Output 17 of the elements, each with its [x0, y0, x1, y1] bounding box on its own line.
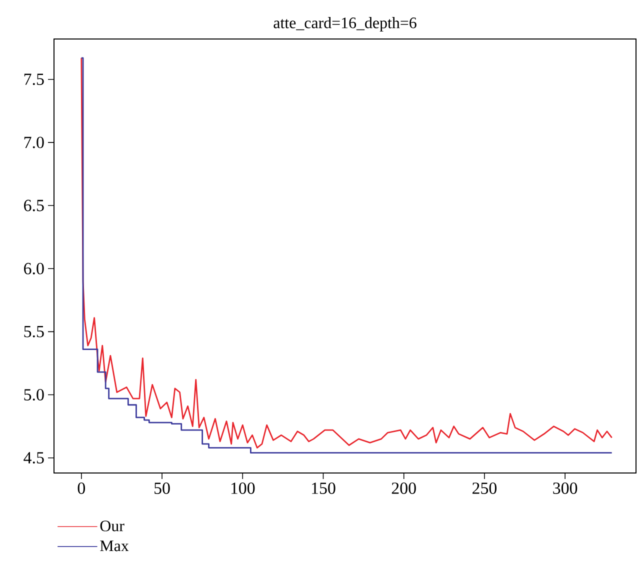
- y-tick-label: 6.0: [24, 262, 44, 274]
- x-tick-label: 200: [392, 482, 416, 494]
- legend-label: Max: [100, 540, 129, 552]
- y-tick-label: 7.0: [24, 136, 44, 148]
- y-tick-label: 6.5: [24, 200, 44, 212]
- y-tick-label: 7.5: [24, 74, 44, 86]
- y-tick-label: 4.5: [24, 452, 44, 464]
- y-tick-label: 5.0: [24, 389, 44, 401]
- x-tick-label: 250: [472, 482, 497, 494]
- chart-title: atte_card=16_depth=6: [274, 17, 416, 32]
- x-tick-label: 50: [154, 482, 170, 494]
- x-tick-label: 100: [231, 482, 255, 494]
- y-tick-label: 5.5: [24, 326, 44, 338]
- x-tick-label: 300: [553, 482, 578, 494]
- legend-label: Our: [100, 520, 124, 532]
- x-tick-label: 150: [312, 482, 336, 494]
- x-tick-label: 0: [78, 482, 85, 494]
